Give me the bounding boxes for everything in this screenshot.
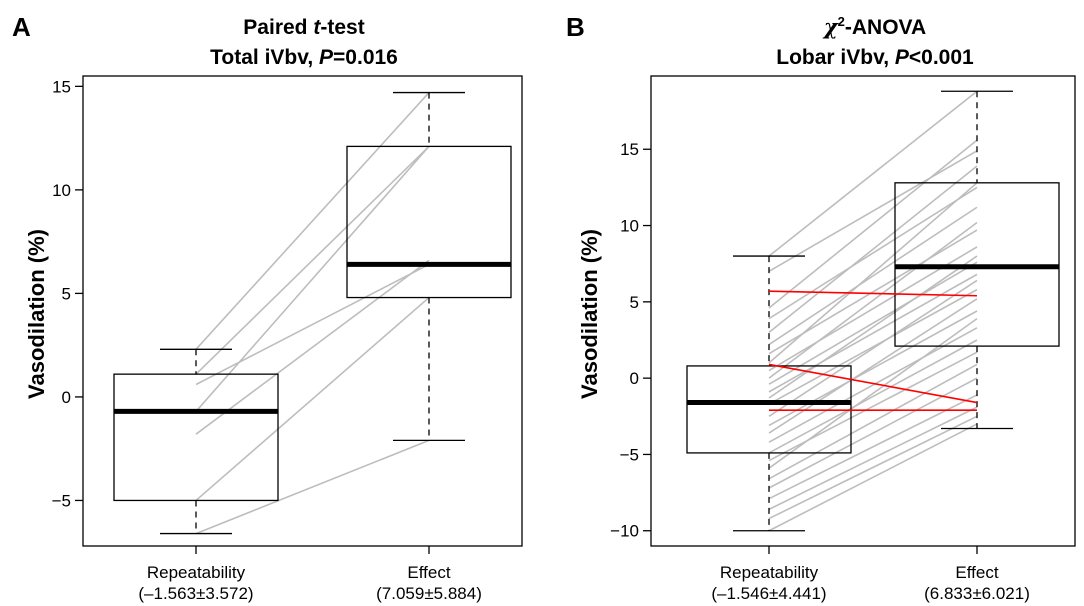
panel-b-x-category-sublabel: (–1.546±4.441) — [711, 584, 826, 603]
panel-b-paired-line — [768, 327, 978, 443]
panel-b-paired-line — [768, 206, 978, 346]
panel-b-y-tick-label: 5 — [630, 293, 639, 312]
panel-b-paired-lines — [768, 90, 978, 532]
panel-b-paired-line — [768, 90, 978, 257]
panel-b-y-tick-label: 10 — [620, 217, 639, 236]
panel-b-title-line2: Lobar iVbv, P<0.001 — [776, 46, 974, 69]
panel-b-paired-line — [768, 317, 978, 469]
panel-a-plot-frame — [82, 75, 523, 547]
panel-a-paired-line — [195, 145, 430, 412]
panel-a-letter: A — [12, 12, 31, 42]
panel-b-y-tick-label: 0 — [630, 369, 639, 388]
panel-b-y-tick-label: 15 — [620, 140, 639, 159]
panel-a-x-category-sublabel: (–1.563±3.572) — [138, 584, 253, 603]
panel-a-x-category-label: Effect — [407, 563, 450, 582]
panel-b-paired-line — [768, 415, 978, 520]
panel-b-paired-line — [768, 310, 978, 427]
panel-b-x-category-label: Repeatability — [720, 563, 819, 582]
panel-b-paired-line — [768, 339, 978, 454]
panel-b-y-axis: −10 −5 0 5 10 15 — [610, 140, 651, 541]
panel-b-boxes — [686, 90, 1060, 532]
panel-b-paired-line — [768, 186, 978, 320]
panel-a-x-category-sublabel: (7.059±5.884) — [376, 584, 482, 603]
panel-b-paired-line — [768, 377, 978, 489]
panel-a-x-axis: Repeatability (–1.563±3.572) Effect (7.059±… — [138, 546, 482, 603]
panel-a-repeatability-box — [113, 373, 279, 502]
panel-a-y-tick-label: 0 — [62, 388, 71, 407]
panel-b-x-category-label: Effect — [955, 563, 998, 582]
panel-b-x-axis: Repeatability (–1.546±4.441) Effect (6.833±… — [711, 546, 1030, 603]
panel-a-paired-lines — [195, 92, 430, 535]
panel-b-paired-line — [768, 363, 978, 480]
panel-b-title-line1: χ2-ANOVA — [822, 14, 926, 39]
panel-b-paired-line — [768, 221, 978, 379]
panel-a-chart: A Paired t-test Total iVbv, P=0.016 Vaso… — [12, 12, 523, 603]
panel-a-boxes — [113, 91, 512, 535]
panel-b-paired-line — [768, 261, 978, 385]
panel-a-title-line1: Paired t-test — [243, 16, 364, 39]
panel-b-letter: B — [566, 12, 585, 42]
panel-a-paired-line — [195, 263, 430, 386]
panel-a-y-axis-label: Vasodilation (%) — [24, 229, 49, 399]
panel-a-paired-line — [195, 439, 430, 535]
panel-a-y-tick-label: 15 — [52, 77, 71, 96]
panel-a-title-line2: Total iVbv, P=0.016 — [210, 46, 398, 69]
panel-b-y-axis-label: Vasodilation (%) — [577, 229, 602, 399]
panel-a-y-axis: −5 0 5 10 15 — [52, 77, 83, 510]
panel-a-y-tick-label: 10 — [52, 181, 71, 200]
panel-a-paired-line — [195, 296, 430, 502]
panel-b-y-tick-label: −10 — [610, 522, 639, 541]
panel-a-paired-line — [195, 92, 430, 350]
panel-b-plot-frame — [650, 75, 1076, 547]
panel-a-effect-box — [346, 145, 512, 299]
panel-b-highlight-line — [768, 363, 978, 404]
panel-b-paired-line — [768, 423, 978, 532]
panel-b-x-category-sublabel: (6.833±6.021) — [924, 584, 1030, 603]
panel-b-paired-line — [768, 273, 978, 393]
panel-b-paired-line — [768, 150, 978, 273]
panel-a-y-tick-label: 5 — [62, 284, 71, 303]
panel-b-paired-line — [768, 279, 978, 417]
panel-b-highlight-line — [768, 290, 978, 297]
panel-b-paired-line — [768, 255, 978, 399]
panel-b-chart: B χ2-ANOVA Lobar iVbv, P<0.001 Vasodilat… — [566, 12, 1076, 603]
panel-b-paired-line — [768, 165, 978, 333]
panel-a-y-tick-label: −5 — [52, 491, 71, 510]
panel-a-paired-line — [195, 145, 430, 375]
panel-b-paired-line — [768, 406, 978, 511]
panel-b-paired-line — [768, 182, 978, 364]
panel-b-y-tick-label: −5 — [620, 445, 639, 464]
panel-b-paired-line — [768, 139, 978, 309]
panel-a-paired-line — [195, 259, 430, 435]
panel-b-paired-line — [768, 394, 978, 500]
panel-a-x-category-label: Repeatability — [147, 563, 246, 582]
panel-b-paired-line — [768, 288, 978, 405]
